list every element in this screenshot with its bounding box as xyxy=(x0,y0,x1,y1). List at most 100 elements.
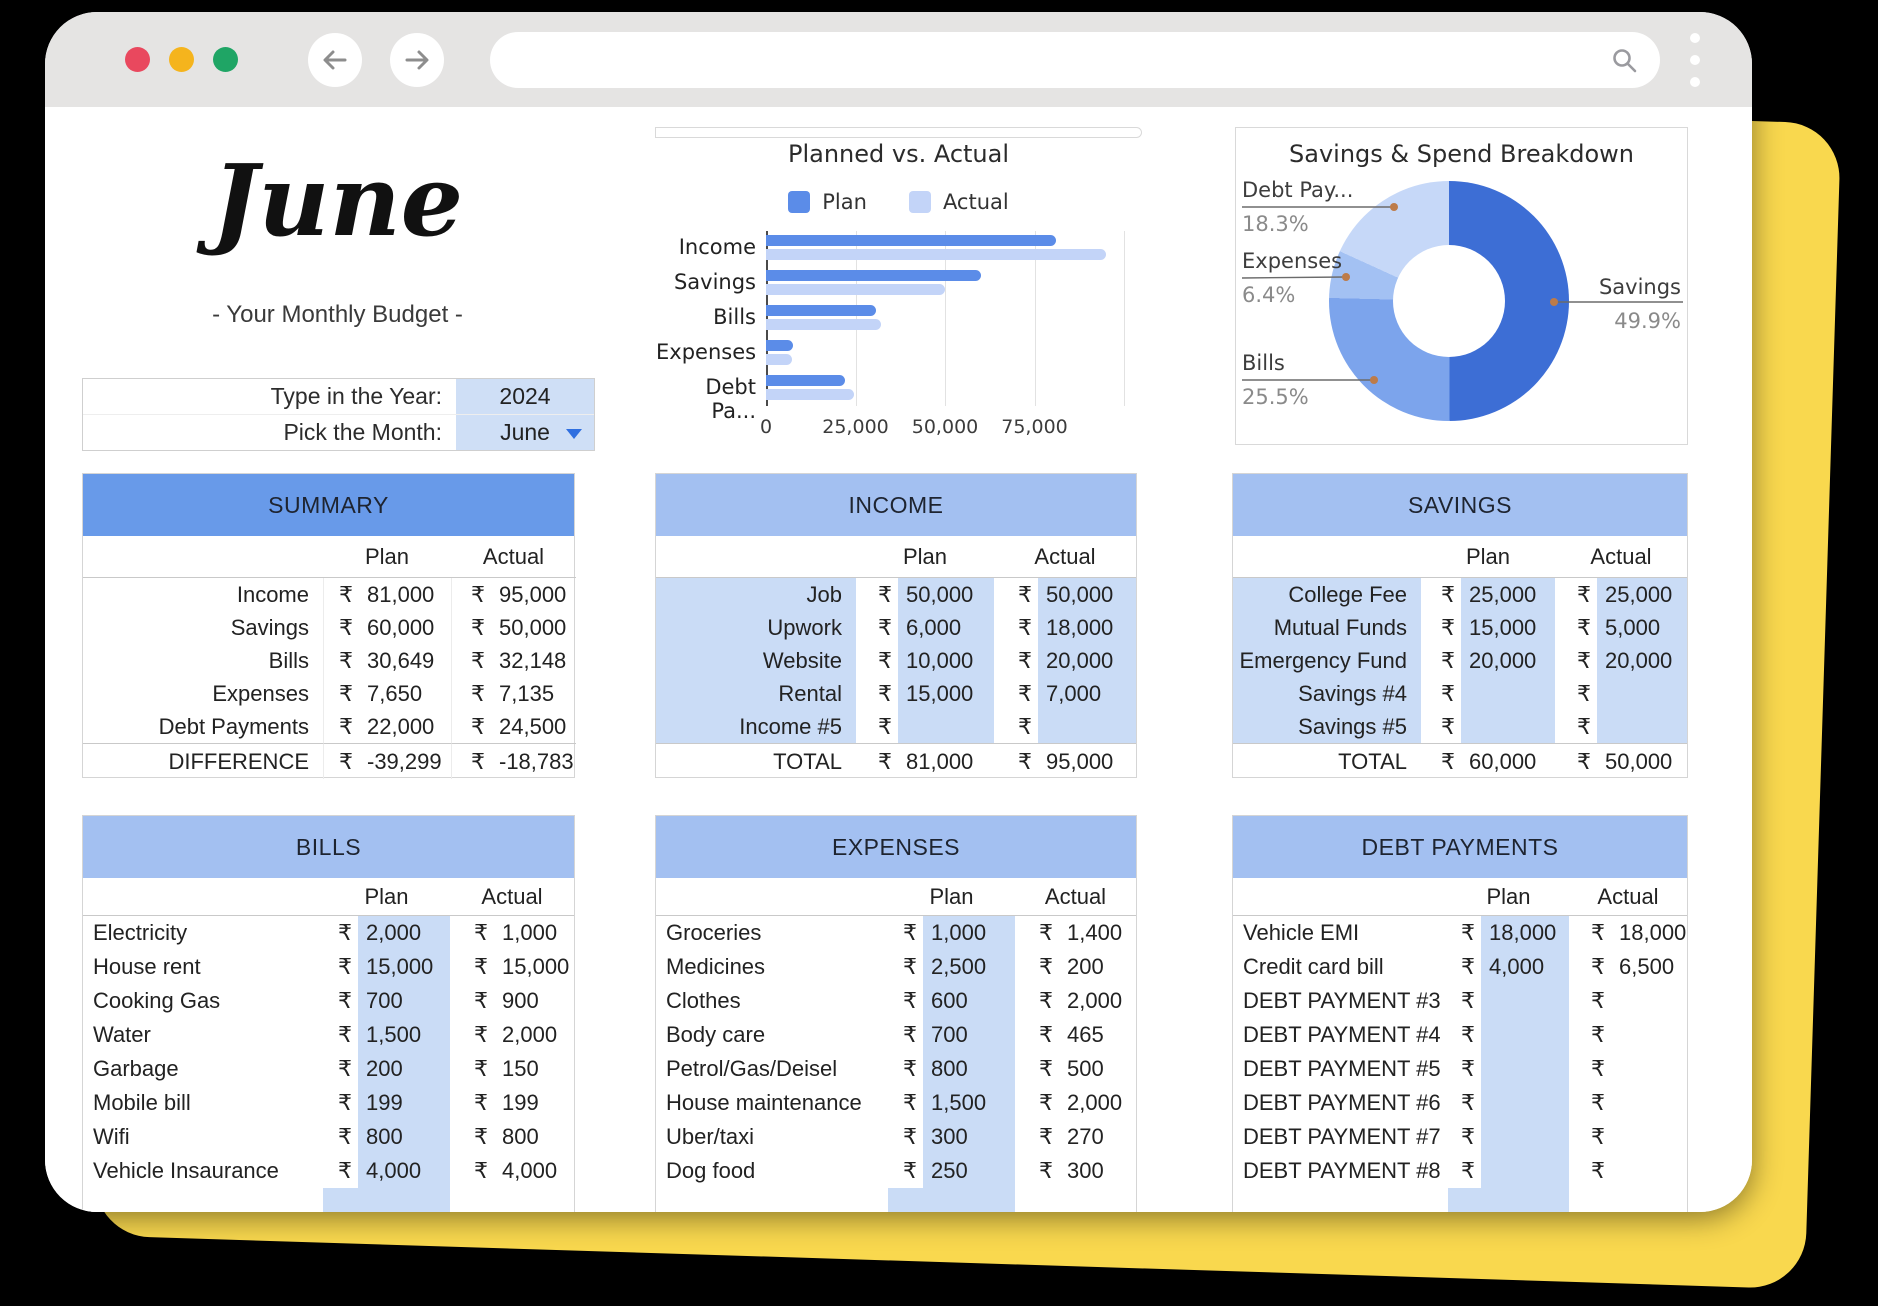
footer-actual-value[interactable]: 95,000 xyxy=(1038,743,1136,779)
footer-plan-value[interactable]: 81,000 xyxy=(898,743,994,779)
plan-value-cell[interactable]: 2,000 xyxy=(358,916,450,950)
actual-value-cell[interactable]: 300 xyxy=(1067,1158,1104,1183)
actual-value-cell[interactable]: 50,000 xyxy=(499,614,567,640)
address-bar[interactable] xyxy=(490,31,1660,88)
footer-actual-value[interactable]: -18,783 xyxy=(491,743,576,779)
plan-value-cell[interactable]: 199 xyxy=(358,1086,450,1120)
currency-symbol: ₹ xyxy=(338,954,352,979)
plan-value-cell[interactable]: 200 xyxy=(358,1052,450,1086)
actual-value-cell[interactable]: 6,500 xyxy=(1619,954,1675,979)
actual-value-cell[interactable] xyxy=(1611,1120,1687,1154)
plan-value-cell[interactable] xyxy=(1481,1154,1569,1188)
plan-value-cell[interactable] xyxy=(1461,677,1555,710)
close-window-button[interactable] xyxy=(125,47,150,72)
plan-value-cell[interactable]: 15,000 xyxy=(898,677,994,710)
actual-value-cell[interactable]: 18,000 xyxy=(1038,611,1136,644)
plan-value-cell[interactable]: 2,500 xyxy=(923,950,1015,984)
footer-actual-value[interactable]: 50,000 xyxy=(1597,743,1687,779)
plan-value-cell[interactable]: 800 xyxy=(358,1120,450,1154)
actual-value-cell[interactable]: 4,000 xyxy=(502,1158,558,1183)
footer-plan-value[interactable]: 60,000 xyxy=(1461,743,1555,779)
plan-value-cell[interactable]: 81,000 xyxy=(367,581,435,607)
kebab-dot-icon xyxy=(1690,32,1700,43)
back-button[interactable] xyxy=(308,32,362,87)
minimize-window-button[interactable] xyxy=(169,47,194,72)
actual-value-cell[interactable]: 95,000 xyxy=(499,581,567,607)
actual-value-cell[interactable]: 7,135 xyxy=(499,680,555,706)
search-icon[interactable] xyxy=(1610,46,1638,74)
actual-value-cell[interactable]: 2,000 xyxy=(502,1022,558,1047)
actual-value-cell[interactable]: 150 xyxy=(502,1056,539,1081)
actual-value-cell[interactable]: 20,000 xyxy=(1038,644,1136,677)
plan-value-cell[interactable]: 25,000 xyxy=(1461,578,1555,611)
plan-value-cell[interactable] xyxy=(1481,1018,1569,1052)
actual-value-cell[interactable]: 15,000 xyxy=(502,954,570,979)
plan-value-cell[interactable]: 60,000 xyxy=(367,614,435,640)
plan-value-cell[interactable]: 700 xyxy=(358,984,450,1018)
plan-value-cell[interactable] xyxy=(1481,1120,1569,1154)
plan-value-cell[interactable]: 300 xyxy=(923,1120,1015,1154)
row-label: Income #5 xyxy=(656,710,856,743)
actual-value-cell[interactable]: 2,000 xyxy=(1067,988,1123,1013)
actual-value-cell[interactable]: 270 xyxy=(1067,1124,1104,1149)
plan-value-cell[interactable]: 18,000 xyxy=(1481,916,1569,950)
currency-symbol: ₹ xyxy=(451,644,491,677)
plan-value-cell[interactable] xyxy=(1481,1086,1569,1120)
plan-value-cell[interactable]: 30,649 xyxy=(367,647,435,673)
plan-value-cell[interactable]: 1,500 xyxy=(358,1018,450,1052)
row-label: Debt Payments xyxy=(158,713,309,739)
actual-value-cell[interactable] xyxy=(1611,1154,1687,1188)
footer-plan-value[interactable]: -39,299 xyxy=(359,743,451,779)
actual-swatch xyxy=(908,191,931,213)
plan-value-cell[interactable]: 15,000 xyxy=(358,950,450,984)
plan-value-cell[interactable]: 50,000 xyxy=(898,578,994,611)
actual-value-cell[interactable]: 18,000 xyxy=(1619,920,1687,945)
plan-value-cell[interactable]: 1,500 xyxy=(923,1086,1015,1120)
plan-value-cell[interactable]: 4,000 xyxy=(1481,950,1569,984)
actual-value-cell[interactable]: 32,148 xyxy=(499,647,567,673)
actual-value-cell[interactable]: 1,400 xyxy=(1067,920,1123,945)
actual-value-cell[interactable] xyxy=(1597,710,1687,743)
plan-value-cell[interactable]: 7,650 xyxy=(367,680,423,706)
browser-menu-button[interactable] xyxy=(1686,29,1704,91)
actual-value-cell[interactable]: 465 xyxy=(1067,1022,1104,1047)
actual-value-cell[interactable] xyxy=(1597,677,1687,710)
actual-value-cell[interactable] xyxy=(1038,710,1136,743)
actual-value-cell[interactable]: 800 xyxy=(502,1124,539,1149)
actual-value-cell[interactable]: 25,000 xyxy=(1597,578,1687,611)
actual-value-cell[interactable]: 5,000 xyxy=(1597,611,1687,644)
plan-value-cell[interactable]: 10,000 xyxy=(898,644,994,677)
plan-value-cell[interactable]: 250 xyxy=(923,1154,1015,1188)
plan-value-cell[interactable]: 700 xyxy=(923,1018,1015,1052)
plan-value-cell[interactable]: 800 xyxy=(923,1052,1015,1086)
actual-value-cell[interactable]: 900 xyxy=(502,988,539,1013)
plan-value-cell[interactable] xyxy=(1481,984,1569,1018)
actual-value-cell[interactable]: 199 xyxy=(502,1090,539,1115)
actual-value-cell[interactable] xyxy=(1611,1052,1687,1086)
plan-value-cell[interactable]: 15,000 xyxy=(1461,611,1555,644)
plan-value-cell[interactable]: 22,000 xyxy=(367,713,435,739)
actual-value-cell[interactable]: 50,000 xyxy=(1038,578,1136,611)
actual-value-cell[interactable] xyxy=(1611,1018,1687,1052)
actual-value-cell[interactable]: 1,000 xyxy=(502,920,558,945)
actual-value-cell[interactable] xyxy=(1611,984,1687,1018)
plan-value-cell[interactable]: 4,000 xyxy=(358,1154,450,1188)
actual-value-cell[interactable]: 500 xyxy=(1067,1056,1104,1081)
forward-button[interactable] xyxy=(390,32,444,87)
actual-value-cell[interactable]: 200 xyxy=(1067,954,1104,979)
month-dropdown[interactable]: June xyxy=(456,415,594,450)
plan-value-cell[interactable]: 600 xyxy=(923,984,1015,1018)
actual-value-cell[interactable] xyxy=(1611,1086,1687,1120)
plan-value-cell[interactable] xyxy=(1461,710,1555,743)
year-input[interactable]: 2024 xyxy=(456,379,594,414)
maximize-window-button[interactable] xyxy=(213,47,238,72)
actual-value-cell[interactable]: 20,000 xyxy=(1597,644,1687,677)
plan-value-cell[interactable]: 1,000 xyxy=(923,916,1015,950)
plan-value-cell[interactable]: 20,000 xyxy=(1461,644,1555,677)
actual-value-cell[interactable]: 24,500 xyxy=(499,713,567,739)
plan-value-cell[interactable]: 6,000 xyxy=(898,611,994,644)
actual-value-cell[interactable]: 7,000 xyxy=(1038,677,1136,710)
plan-value-cell[interactable] xyxy=(1481,1052,1569,1086)
plan-value-cell[interactable] xyxy=(898,710,994,743)
actual-value-cell[interactable]: 2,000 xyxy=(1067,1090,1123,1115)
